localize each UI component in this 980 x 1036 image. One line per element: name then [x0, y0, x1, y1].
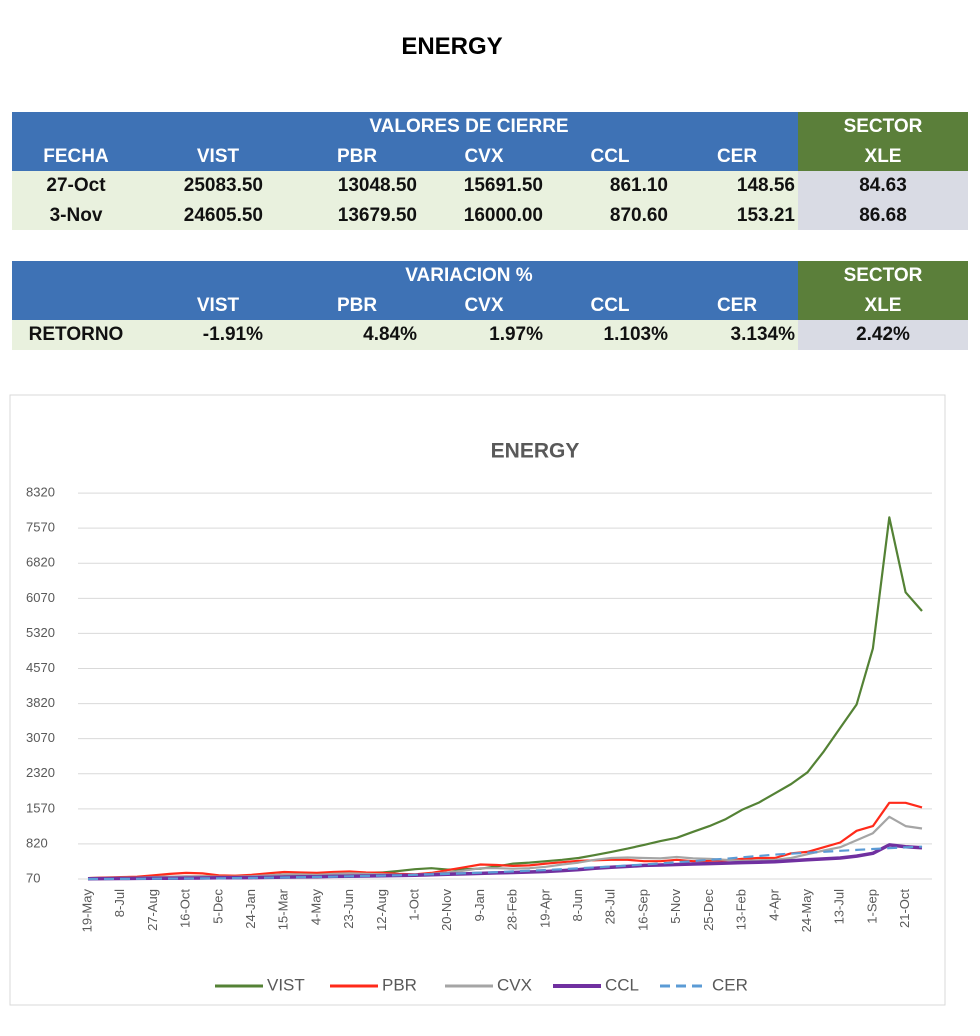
column-header: CVX — [464, 294, 504, 316]
column-header: PBR — [336, 145, 378, 167]
chart-frame — [9, 394, 946, 1006]
cell: 1.97% — [489, 324, 543, 345]
cell: 4.84% — [363, 324, 417, 345]
row-bg — [12, 320, 798, 350]
cell: 13048.50 — [337, 175, 417, 196]
cell: RETORNO — [28, 324, 124, 345]
table-header: VALORES DE CIERRE — [369, 116, 569, 137]
x-tick-label: 16-Oct — [178, 889, 193, 928]
x-tick-label: 28-Feb — [505, 889, 520, 930]
table-header: VARIACION % — [405, 265, 533, 286]
x-tick-label: 5-Nov — [668, 889, 683, 924]
x-tick-label: 24-Jan — [243, 889, 258, 929]
x-tick-label: 1-Sep — [864, 889, 879, 924]
x-tick-label: 13-Feb — [734, 889, 749, 930]
cell: 86.68 — [859, 204, 907, 226]
series-line — [88, 845, 923, 881]
legend-label: CCL — [605, 975, 639, 994]
chart-title: ENERGY — [491, 440, 580, 463]
cell: 13679.50 — [337, 204, 417, 226]
cell: 3-Nov — [49, 204, 103, 226]
sector-header: SECTOR — [843, 265, 923, 286]
x-tick-label: 28-Jul — [603, 889, 618, 925]
column-header: XLE — [864, 145, 902, 167]
cell: 153.21 — [736, 204, 795, 226]
x-tick-label: 15-Mar — [276, 888, 291, 930]
x-tick-label: 1-Oct — [406, 889, 421, 921]
x-tick-label: 13-Jul — [832, 889, 847, 925]
sector-header: SECTOR — [843, 116, 923, 137]
cell: 148.56 — [736, 175, 795, 196]
x-tick-label: 25-Dec — [701, 889, 716, 931]
x-tick-label: 20-Nov — [439, 889, 454, 931]
cell: 25083.50 — [183, 175, 263, 196]
cell: -1.91% — [202, 324, 263, 345]
sector-cell-bg — [798, 200, 968, 230]
column-header: CVX — [464, 145, 504, 167]
row-bg — [12, 171, 798, 201]
x-tick-label: 21-Oct — [897, 889, 912, 928]
x-tick-label: 19-May — [79, 889, 94, 933]
y-tick-label: 5320 — [26, 625, 55, 640]
x-tick-label: 19-Apr — [537, 888, 552, 928]
cell: 84.63 — [859, 175, 907, 196]
x-tick-label: 24-May — [799, 889, 814, 933]
y-tick-label: 6820 — [26, 555, 55, 570]
x-tick-label: 9-Jan — [472, 889, 487, 922]
x-tick-label: 12-Aug — [374, 889, 389, 931]
header-bg — [12, 112, 798, 171]
sector-bg — [798, 261, 968, 320]
header-bg — [12, 261, 798, 320]
column-header: FECHA — [43, 145, 109, 167]
y-tick-label: 70 — [26, 870, 40, 885]
y-tick-label: 6070 — [26, 590, 55, 605]
x-tick-label: 4-Apr — [766, 888, 781, 920]
legend-label: CVX — [497, 975, 532, 994]
y-tick-label: 7570 — [26, 520, 55, 535]
column-header: CER — [716, 145, 758, 167]
x-tick-label: 16-Sep — [635, 889, 650, 931]
legend-label: PBR — [382, 975, 417, 994]
x-tick-label: 4-May — [308, 889, 323, 926]
series-line — [87, 801, 923, 880]
x-tick-label: 23-Jun — [341, 889, 356, 929]
page-title: ENERGY — [401, 33, 503, 60]
column-header: CCL — [590, 294, 630, 316]
cell: 861.10 — [609, 175, 668, 196]
sector-bg — [798, 112, 968, 171]
legend-label: VIST — [267, 975, 305, 994]
column-header: XLE — [864, 294, 902, 316]
y-tick-label: 1570 — [26, 800, 55, 815]
legend-label: CER — [712, 975, 748, 994]
y-tick-label: 3070 — [26, 730, 55, 745]
x-tick-label: 8-Jul — [112, 889, 127, 917]
y-tick-label: 820 — [26, 835, 48, 850]
sector-cell-bg — [798, 171, 968, 201]
y-tick-label: 3820 — [26, 695, 55, 710]
cell: 3.134% — [730, 324, 795, 345]
cell: 15691.50 — [463, 175, 543, 196]
column-header: CCL — [590, 145, 630, 167]
column-header: PBR — [336, 294, 378, 316]
cell: 1.103% — [603, 324, 668, 345]
sector-cell-bg — [798, 320, 968, 350]
cell: 16000.00 — [463, 204, 543, 226]
column-header: VIST — [196, 145, 240, 167]
x-tick-label: 5-Dec — [210, 889, 225, 924]
x-tick-label: 27-Aug — [145, 889, 160, 931]
column-header: CER — [716, 294, 758, 316]
x-tick-label: 8-Jun — [570, 889, 585, 922]
cell: 870.60 — [609, 204, 668, 226]
y-tick-label: 4570 — [26, 660, 55, 675]
row-bg — [12, 200, 798, 230]
y-tick-label: 2320 — [26, 765, 55, 780]
cell: 24605.50 — [183, 204, 263, 226]
y-tick-label: 8320 — [26, 485, 55, 500]
cell: 27-Oct — [46, 175, 106, 196]
cell: 2.42% — [856, 324, 910, 345]
column-header: VIST — [196, 294, 240, 316]
